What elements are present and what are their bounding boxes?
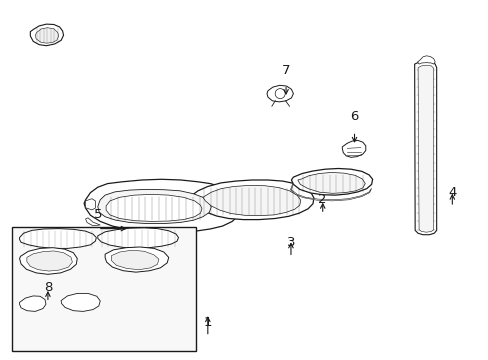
Polygon shape bbox=[98, 228, 178, 248]
Polygon shape bbox=[20, 296, 46, 311]
Text: 7: 7 bbox=[281, 64, 290, 77]
Text: 6: 6 bbox=[349, 111, 358, 123]
Polygon shape bbox=[84, 179, 241, 233]
Polygon shape bbox=[61, 293, 100, 311]
Polygon shape bbox=[105, 247, 168, 272]
Polygon shape bbox=[297, 172, 365, 193]
Text: 1: 1 bbox=[203, 316, 212, 329]
Polygon shape bbox=[342, 140, 365, 157]
Polygon shape bbox=[85, 199, 95, 210]
Polygon shape bbox=[30, 24, 63, 46]
Polygon shape bbox=[111, 250, 159, 270]
Text: 3: 3 bbox=[286, 237, 295, 249]
Polygon shape bbox=[417, 65, 433, 232]
Polygon shape bbox=[98, 189, 211, 224]
Text: 5: 5 bbox=[93, 208, 102, 221]
Bar bbox=[12, 227, 195, 351]
Polygon shape bbox=[106, 194, 202, 221]
Polygon shape bbox=[266, 85, 293, 102]
Text: 8: 8 bbox=[43, 282, 52, 294]
Polygon shape bbox=[20, 248, 77, 274]
Text: 2: 2 bbox=[318, 193, 326, 206]
Text: 4: 4 bbox=[447, 186, 456, 199]
Polygon shape bbox=[414, 61, 436, 235]
Polygon shape bbox=[291, 168, 372, 195]
Polygon shape bbox=[290, 184, 371, 201]
Polygon shape bbox=[417, 56, 434, 64]
Polygon shape bbox=[20, 229, 96, 248]
Polygon shape bbox=[27, 251, 72, 271]
Polygon shape bbox=[203, 185, 300, 216]
Circle shape bbox=[275, 89, 285, 99]
Polygon shape bbox=[35, 28, 59, 43]
Polygon shape bbox=[190, 180, 313, 220]
Polygon shape bbox=[85, 218, 100, 226]
